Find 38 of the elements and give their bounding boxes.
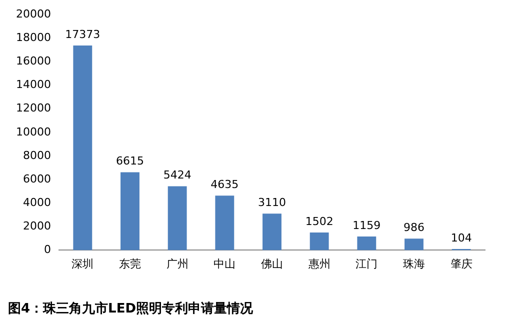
y-tick-label: 16000 xyxy=(16,54,51,68)
y-tick-label: 8000 xyxy=(22,148,51,162)
x-tick-label: 东莞 xyxy=(118,258,141,271)
data-label: 986 xyxy=(404,220,424,234)
x-tick-label: 佛山 xyxy=(260,258,283,271)
data-label: 6615 xyxy=(116,154,144,168)
data-label: 104 xyxy=(450,231,472,244)
y-tick-label: 4000 xyxy=(22,196,51,209)
bar xyxy=(357,236,376,250)
x-tick-label: 珠海 xyxy=(403,258,425,271)
y-tick-label: 20000 xyxy=(16,7,51,20)
x-tick-label: 肇庆 xyxy=(450,258,472,271)
bar xyxy=(73,46,92,250)
data-label: 1502 xyxy=(305,214,334,228)
data-label: 3110 xyxy=(258,196,286,209)
x-tick-label: 中山 xyxy=(214,258,236,271)
bar xyxy=(310,232,329,250)
y-tick-label: 6000 xyxy=(22,172,51,186)
data-label: 1159 xyxy=(352,218,381,232)
x-tick-label: 江门 xyxy=(356,258,378,271)
bar xyxy=(168,186,187,250)
y-tick-label: 14000 xyxy=(16,78,51,92)
data-label: 5424 xyxy=(163,168,192,182)
y-tick-label: 2000 xyxy=(22,220,51,232)
data-label: 17373 xyxy=(65,28,100,41)
text: 图4：珠三角九市LED照明专利申请量情况 xyxy=(8,300,254,317)
x-tick-label: 惠州 xyxy=(307,258,330,271)
x-tick-label: 深圳 xyxy=(72,258,94,271)
data-label: 4635 xyxy=(210,178,239,191)
y-tick-label: 18000 xyxy=(16,31,51,44)
x-tick-label: 广州 xyxy=(166,258,188,271)
y-tick-label: 0 xyxy=(44,243,51,256)
bar xyxy=(215,196,234,250)
y-tick-label: 12000 xyxy=(16,102,51,115)
bar xyxy=(120,172,140,250)
bar xyxy=(404,238,424,250)
y-tick-label: 10000 xyxy=(16,125,51,138)
bar xyxy=(262,214,282,250)
